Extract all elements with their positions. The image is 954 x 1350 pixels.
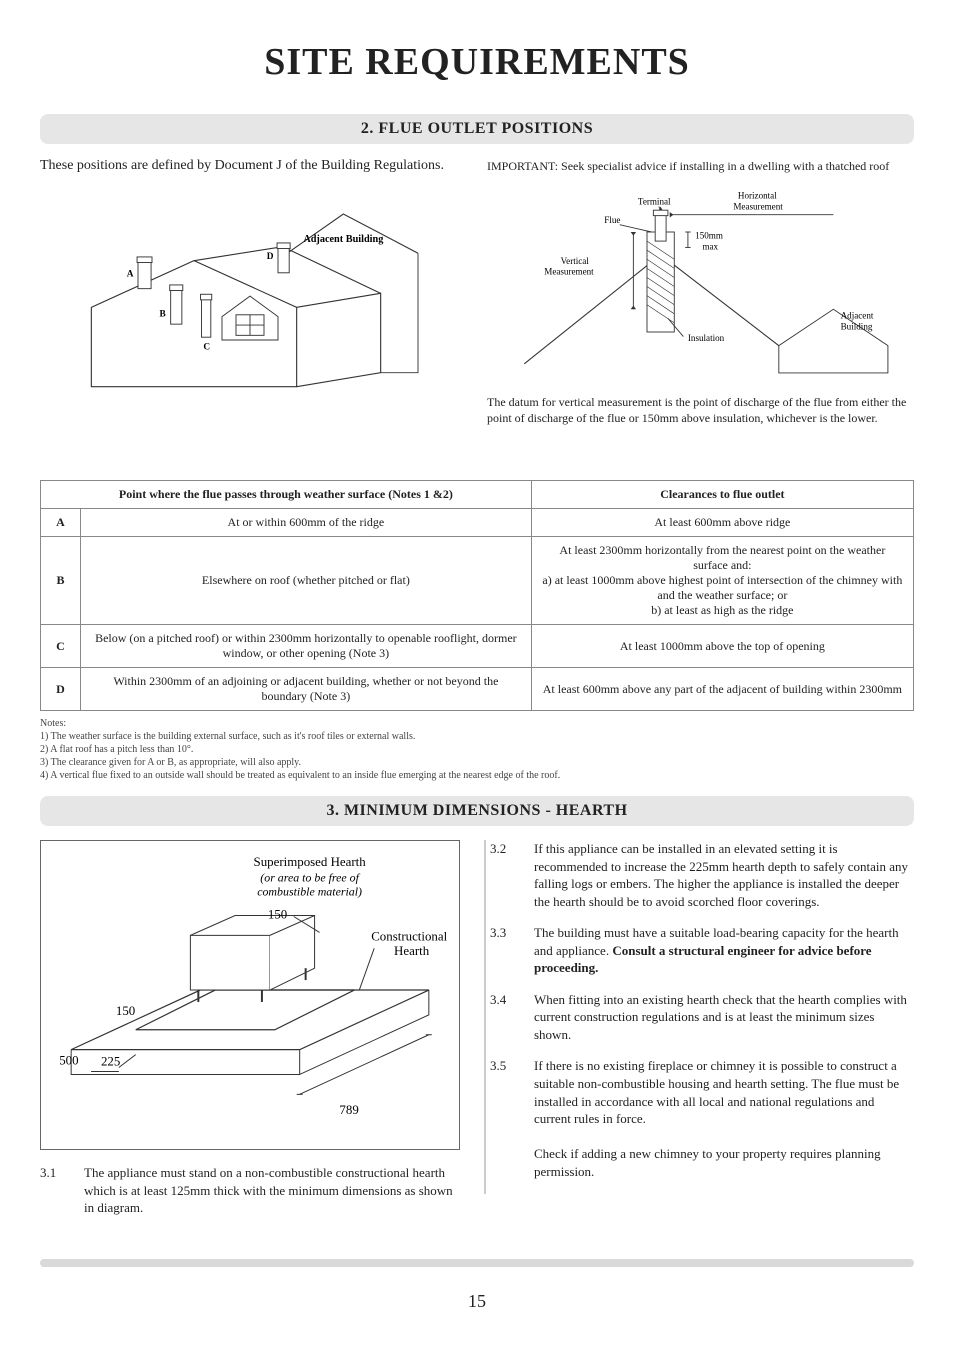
svg-text:789: 789 [339,1102,358,1117]
svg-text:150mm: 150mm [695,231,723,241]
svg-text:D: D [267,252,274,262]
svg-text:Building: Building [841,321,873,331]
svg-text:Insulation: Insulation [688,333,725,343]
item-3-4-num: 3.4 [490,991,522,1044]
svg-text:combustible material): combustible material) [257,885,362,899]
item-3-1: 3.1 The appliance must stand on a non-co… [40,1164,460,1217]
item-3-4-text: When fitting into an existing hearth che… [534,991,914,1044]
table-notes: Notes: 1) The weather surface is the bui… [40,717,914,782]
main-building-diagram: Adjacent Building A B D [40,186,467,470]
item-3-2-text: If this appliance can be installed in an… [534,840,914,910]
table-row: A At or within 600mm of the ridge At lea… [41,509,914,537]
svg-text:Superimposed Hearth: Superimposed Hearth [254,854,367,869]
item-3-5-num: 3.5 [490,1057,522,1180]
item-3-3-num: 3.3 [490,924,522,977]
section-2-intro: These positions are defined by Document … [40,158,467,174]
svg-text:150: 150 [268,906,287,921]
svg-text:Measurement: Measurement [733,201,783,211]
section-2-header: 2. FLUE OUTLET POSITIONS [40,114,914,144]
page-title: SITE REQUIREMENTS [40,40,914,84]
svg-text:Constructional: Constructional [371,928,447,943]
table-row: C Below (on a pitched roof) or within 23… [41,625,914,668]
svg-text:500: 500 [59,1053,78,1068]
svg-text:150: 150 [116,1003,135,1018]
item-3-1-num: 3.1 [40,1164,72,1217]
svg-text:(or area to be free of: (or area to be free of [260,871,360,885]
item-3-1-text: The appliance must stand on a non-combus… [84,1164,460,1217]
item-3-2: 3.2 If this appliance can be installed i… [490,840,914,910]
table-header-left: Point where the flue passes through weat… [41,481,532,509]
note-1: 1) The weather surface is the building e… [40,730,914,743]
section-3-header: 3. MINIMUM DIMENSIONS - HEARTH [40,796,914,826]
svg-text:Measurement: Measurement [544,267,594,277]
table-header-right: Clearances to flue outlet [531,481,913,509]
svg-text:Adjacent: Adjacent [841,311,874,321]
note-2: 2) A flat roof has a pitch less than 10°… [40,743,914,756]
note-3: 3) The clearance given for A or B, as ap… [40,756,914,769]
hearth-diagram: Superimposed Hearth (or area to be free … [40,840,460,1150]
note-4: 4) A vertical flue fixed to an outside w… [40,769,914,782]
svg-text:A: A [127,270,134,280]
item-3-4: 3.4 When fitting into an existing hearth… [490,991,914,1044]
svg-text:Adjacent Building: Adjacent Building [303,234,384,245]
item-3-3-text: The building must have a suitable load-b… [534,924,914,977]
section-2-upper: These positions are defined by Document … [40,158,914,470]
svg-text:Hearth: Hearth [394,943,430,958]
datum-caption: The datum for vertical measurement is th… [487,394,914,426]
page-number: 15 [40,1291,914,1312]
item-3-2-num: 3.2 [490,840,522,910]
svg-text:Terminal: Terminal [638,197,671,207]
footer-accent [40,1259,914,1267]
item-3-5-text: If there is no existing fireplace or chi… [534,1057,914,1180]
item-3-5: 3.5 If there is no existing fireplace or… [490,1057,914,1180]
table-row: B Elsewhere on roof (whether pitched or … [41,537,914,625]
svg-text:C: C [203,342,210,352]
notes-intro: Notes: [40,717,914,730]
svg-text:Horizontal: Horizontal [738,191,777,201]
section-3-body: Superimposed Hearth (or area to be free … [40,840,914,1231]
item-3-3: 3.3 The building must have a suitable lo… [490,924,914,977]
svg-text:max: max [702,241,718,251]
svg-text:B: B [159,310,165,320]
svg-text:Flue: Flue [604,215,620,225]
svg-text:225: 225 [101,1054,120,1069]
svg-text:Vertical: Vertical [561,256,590,266]
table-row: D Within 2300mm of an adjoining or adjac… [41,668,914,711]
terminal-detail-diagram: Adjacent Building [487,182,914,386]
clearances-table: Point where the flue passes through weat… [40,480,914,711]
important-note: IMPORTANT: Seek specialist advice if ins… [487,158,914,174]
